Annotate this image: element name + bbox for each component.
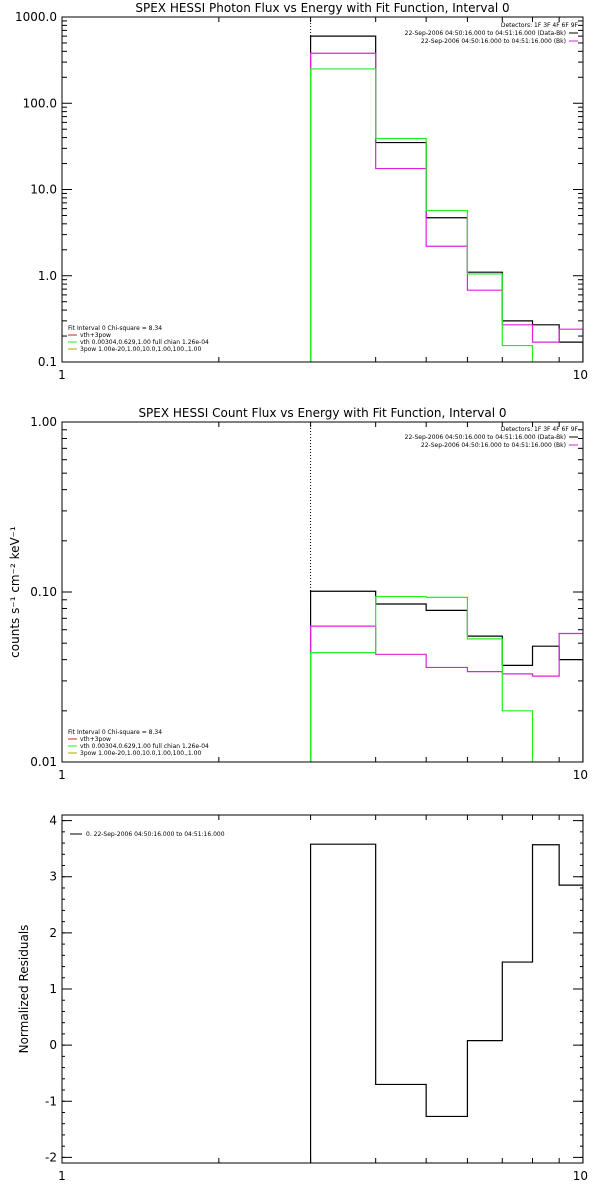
legend-text: 22-Sep-2006 04:50:16.000 to 04:51:16.000… (405, 434, 566, 441)
legend-text: 22-Sep-2006 04:50:16.000 to 04:51:16.000… (421, 442, 566, 449)
x-tick-label: 1 (58, 768, 66, 782)
y-tick-label: 1 (49, 982, 57, 996)
y-tick-label: 1.00 (30, 415, 57, 429)
series-black-histogram (309, 590, 583, 762)
plot-frame (61, 421, 584, 763)
legend-text: 3pow 1.00e-20,1.00,10.0,1.00,100.,1.00 (80, 750, 201, 757)
y-tick-label: 0.01 (30, 755, 57, 769)
y-axis-label: counts s⁻¹ cm⁻² keV⁻¹ (8, 526, 22, 658)
chart-title: SPEX HESSI Photon Flux vs Energy with Fi… (135, 1, 509, 15)
legend-text: vth 0.00304,0.629,1.00 full chian 1.26e-… (80, 743, 209, 750)
legend-text: 22-Sep-2006 04:50:16.000 to 04:51:16.000… (421, 38, 566, 45)
x-tick-label: 1 (58, 368, 66, 382)
series-green-histogram (309, 595, 534, 762)
axis-ticks (61, 815, 584, 1163)
plot-frame (61, 814, 584, 1164)
chart-title: SPEX HESSI Count Flux vs Energy with Fit… (138, 406, 506, 420)
series-black-histogram (309, 35, 583, 362)
y-tick-label: 10.0 (30, 183, 57, 197)
y-tick-label: 4 (49, 814, 57, 828)
chart-panel-1: SPEX HESSI Photon Flux vs Energy with Fi… (15, 1, 588, 382)
y-tick-label: 0 (49, 1038, 57, 1052)
plot-area (309, 843, 583, 1163)
x-tick-label: 1 (58, 1169, 66, 1183)
y-axis-label: Normalized Residuals (17, 925, 31, 1054)
legend-text: Fit Interval 0 Chi-square = 8.34 (68, 729, 162, 736)
legend-fit: Fit Interval 0 Chi-square = 8.34vth+3pow… (68, 325, 209, 353)
legend-text: Detectors: 1F 3F 4F 6F 9F (501, 426, 579, 433)
y-tick-label: 1.0 (38, 269, 57, 283)
legend-text: Detectors: 1F 3F 4F 6F 9F (501, 22, 579, 29)
y-tick-label: 3 (49, 870, 57, 884)
legend-text: Fit Interval 0 Chi-square = 8.34 (68, 325, 162, 332)
plot-frame (61, 16, 584, 363)
y-tick-label: 100.0 (23, 96, 57, 110)
y-tick-label: 0.1 (38, 355, 57, 369)
series-green-histogram (309, 68, 534, 362)
legend-text: 22-Sep-2006 04:50:16.000 to 04:51:16.000… (405, 30, 566, 37)
x-tick-label: 10 (573, 768, 588, 782)
x-tick-label: 10 (573, 368, 588, 382)
y-tick-label: 0.10 (30, 585, 57, 599)
legend-text: vth+3pow (80, 332, 111, 339)
legend-text: vth+3pow (80, 736, 111, 743)
y-tick-label: -2 (45, 1150, 57, 1164)
y-tick-label: 2 (49, 926, 57, 940)
legend-text: vth 0.00304,0.629,1.00 full chian 1.26e-… (80, 339, 209, 346)
legend-fit: Fit Interval 0 Chi-square = 8.34vth+3pow… (68, 729, 209, 757)
legend-text: 3pow 1.00e-20,1.00,10.0,1.00,100.,1.00 (80, 346, 201, 353)
plot-area (309, 35, 583, 362)
legend-residual: 0. 22-Sep-2006 04:50:16.000 to 04:51:16.… (70, 831, 225, 838)
legend-text: 0. 22-Sep-2006 04:50:16.000 to 04:51:16.… (86, 831, 225, 838)
series-magenta-histogram (309, 625, 583, 762)
y-tick-label: 1000.0 (15, 10, 57, 24)
series-black-histogram (309, 843, 583, 1163)
plot-area (309, 590, 583, 762)
x-tick-label: 10 (573, 1169, 588, 1183)
chart-panel-2: SPEX HESSI Count Flux vs Energy with Fit… (8, 406, 588, 782)
y-tick-label: -1 (45, 1094, 57, 1108)
